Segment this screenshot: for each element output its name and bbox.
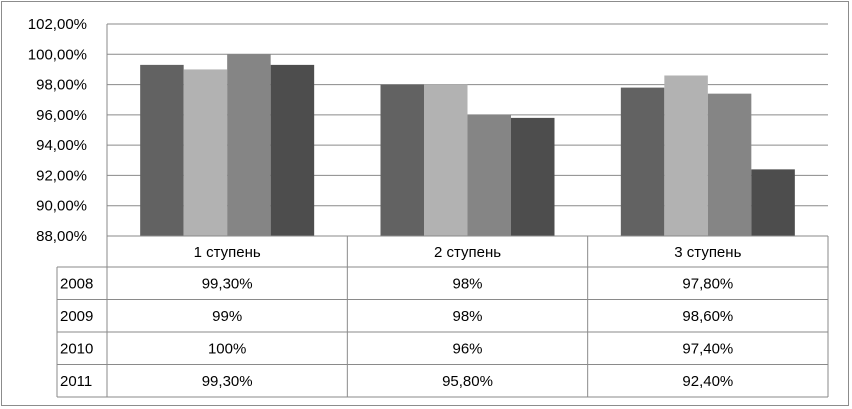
table-cell: 99,30%	[202, 275, 253, 292]
category-label: 2 ступень	[434, 244, 501, 261]
table-cell: 99,30%	[202, 373, 253, 390]
y-tick-label: 90,00%	[36, 198, 87, 215]
y-tick-label: 88,00%	[36, 228, 87, 245]
y-tick-label: 92,00%	[36, 167, 87, 184]
bar-2008-1	[140, 64, 184, 236]
table-cell: 98,60%	[682, 308, 733, 325]
series-name: 2011	[60, 373, 92, 390]
y-tick-label: 94,00%	[36, 137, 87, 154]
bar-2010-3	[707, 93, 752, 237]
table-cell: 92,40%	[682, 373, 733, 390]
series-name: 2008	[60, 275, 93, 292]
bar-2010-1	[227, 54, 271, 237]
y-tick-label: 102,00%	[28, 16, 87, 33]
bar-2010-2	[467, 114, 511, 236]
bar-2009-1	[183, 69, 228, 236]
bar-2008-3	[620, 87, 665, 236]
series-name: 2009	[60, 308, 93, 325]
y-tick-label: 98,00%	[36, 77, 87, 94]
bar-2011-1	[270, 64, 315, 236]
table-cell: 98%	[452, 308, 482, 325]
table-cell: 97,80%	[682, 275, 733, 292]
bar-2011-2	[511, 117, 555, 236]
bar-2009-3	[664, 75, 708, 236]
bar-2011-3	[751, 169, 795, 236]
bar-2009-2	[424, 84, 468, 236]
y-tick-label: 96,00%	[36, 107, 87, 124]
table-cell: 100%	[208, 340, 246, 357]
y-tick-label: 100,00%	[28, 46, 87, 63]
table-cell: 99%	[212, 308, 242, 325]
table-cell: 95,80%	[442, 373, 493, 390]
bar-2008-2	[380, 84, 424, 236]
category-label: 1 ступень	[194, 244, 261, 261]
category-label: 3 ступень	[674, 244, 741, 261]
series-name: 2010	[60, 340, 93, 357]
table-cell: 98%	[452, 275, 482, 292]
table-cell: 97,40%	[682, 340, 733, 357]
table-cell: 96%	[452, 340, 482, 357]
